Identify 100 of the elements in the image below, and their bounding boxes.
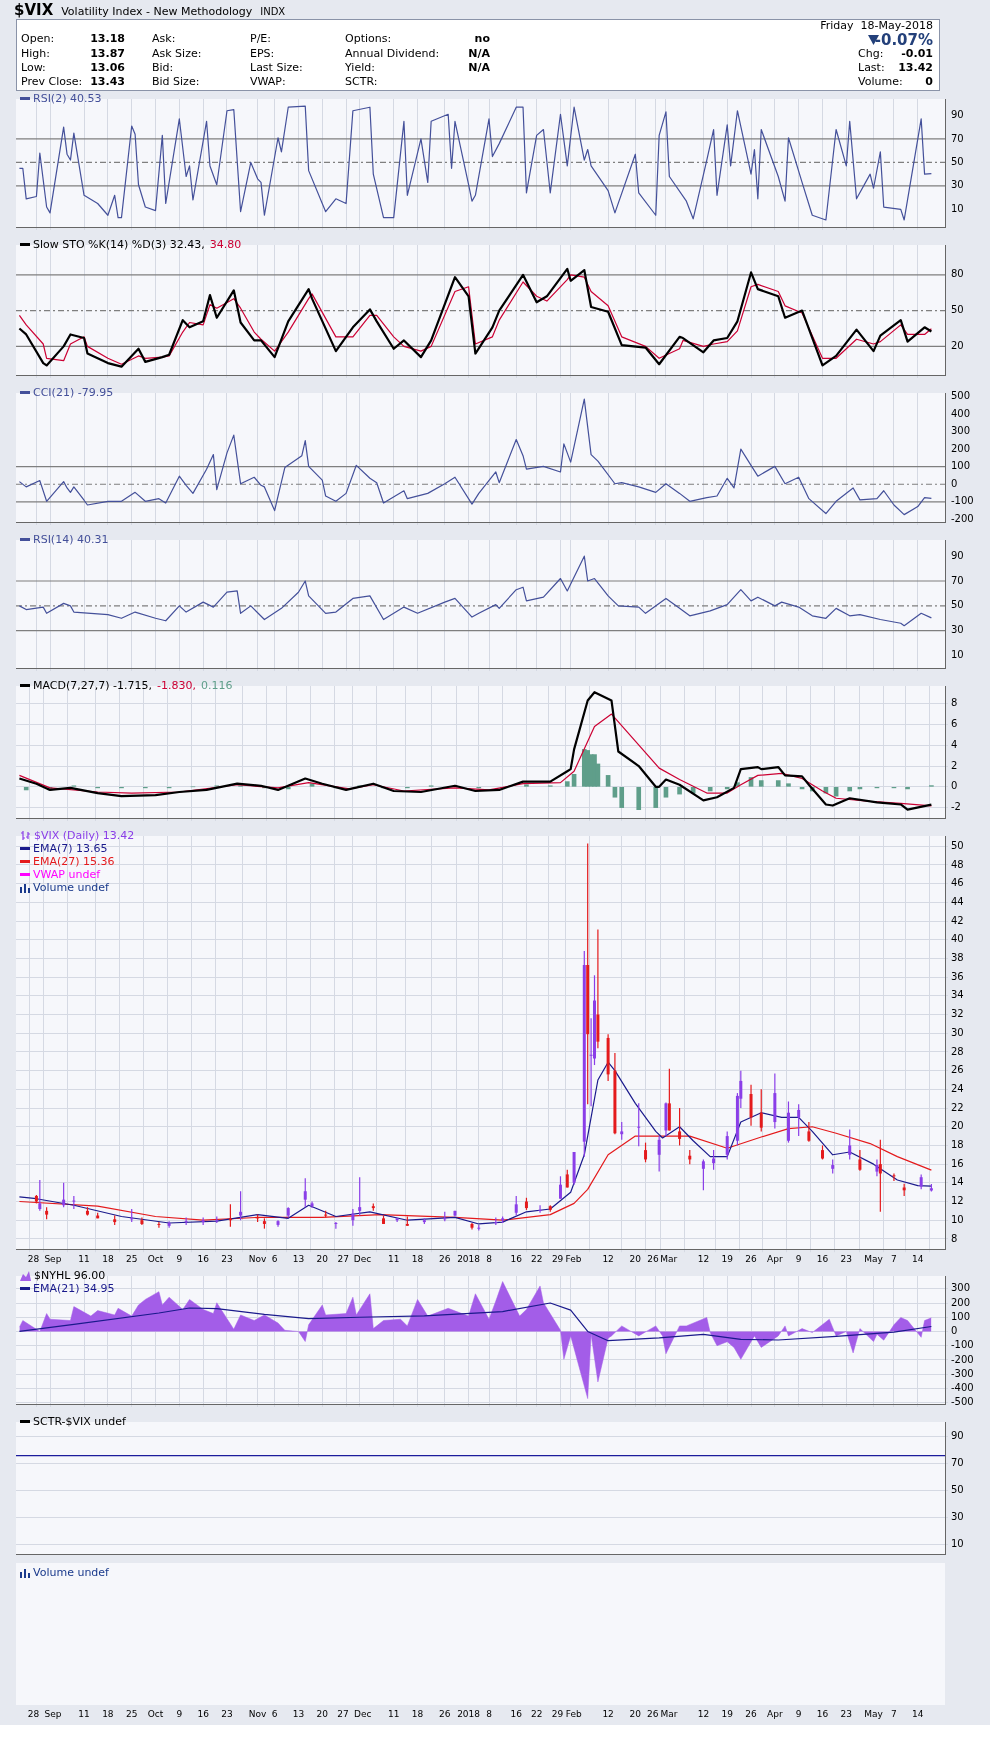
text: 18: [102, 1709, 114, 1719]
y-tick-label: 300: [951, 1282, 971, 1294]
y-tick-label: 26: [951, 1064, 964, 1076]
text: P/E:: [250, 32, 271, 45]
y-tick-label: 38: [951, 952, 964, 964]
y-tick-label: -2: [951, 801, 961, 813]
y-tick-label: 32: [951, 1008, 964, 1020]
x-tick-label: May: [864, 1253, 884, 1264]
x-tick-label: Mar: [660, 1253, 678, 1264]
y-tick-label: 16: [951, 1157, 964, 1169]
y-tick-label: 50: [951, 839, 964, 851]
text: Volatility Index - New Methodology: [61, 5, 253, 18]
text: Ask Size:: [152, 47, 202, 60]
y-tick-label: 200: [951, 442, 971, 454]
y-tick-label: 90: [951, 1430, 964, 1442]
y-tick-label: 30: [951, 1511, 964, 1523]
legend-label: EMA(7) 13.65: [33, 842, 108, 855]
y-tick-label: 14: [951, 1176, 964, 1188]
text: 29: [551, 1709, 564, 1719]
x-tick-label: 29: [551, 1253, 564, 1264]
x-tick-label: 16: [197, 1253, 210, 1264]
legend-label: EMA(21) 34.95: [33, 1282, 115, 1295]
text: Last Size:: [250, 61, 303, 74]
text: 16: [816, 1709, 829, 1719]
legend-label: $VIX (Daily) 13.42: [34, 829, 135, 842]
text: Feb: [565, 1709, 582, 1719]
legend-label: EMA(27) 15.36: [33, 855, 115, 868]
text: 20: [629, 1709, 642, 1719]
text: -0.07%: [874, 31, 933, 49]
x-tick-label: 11: [78, 1253, 90, 1264]
y-tick-label: 4: [951, 738, 958, 750]
text: no: [474, 32, 490, 45]
text: Low:: [21, 61, 46, 74]
y-tick-label: 300: [951, 425, 971, 437]
y-tick-label: 30: [951, 179, 964, 191]
x-tick-label: 16: [510, 1253, 523, 1264]
text: EPS:: [250, 47, 275, 60]
text: Apr: [767, 1709, 783, 1719]
text: Prev Close:: [21, 75, 83, 88]
x-tick-label: 6: [271, 1253, 278, 1264]
y-tick-label: 30: [951, 1026, 964, 1038]
y-tick-label: 90: [951, 549, 964, 561]
text: Chg:: [858, 47, 884, 60]
text: Volume:: [858, 75, 903, 88]
text: Sep: [44, 1709, 62, 1719]
text: 13.43: [90, 75, 125, 88]
y-tick-label: 70: [951, 574, 964, 586]
y-tick-label: 50: [951, 156, 964, 168]
text: 11: [78, 1709, 90, 1719]
text: N/A: [468, 61, 490, 74]
text: 12: [602, 1709, 614, 1719]
y-tick-label: 100: [951, 1310, 971, 1322]
x-tick-label: 9: [795, 1253, 802, 1264]
y-tick-label: 22: [951, 1101, 964, 1113]
x-tick-label: 14: [912, 1253, 924, 1264]
y-tick-label: 46: [951, 877, 964, 889]
text: Options:: [345, 32, 392, 45]
text: 20: [316, 1709, 328, 1719]
y-tick-label: -500: [951, 1396, 974, 1408]
y-tick-label: -400: [951, 1381, 974, 1393]
y-tick-label: -100: [951, 1339, 974, 1351]
y-tick-label: 0: [951, 780, 958, 792]
text: 18: [411, 1709, 424, 1719]
y-tick-label: 10: [951, 202, 964, 214]
x-tick-label: 26: [647, 1253, 659, 1264]
y-tick-label: 18: [951, 1139, 964, 1151]
y-tick-label: 28: [951, 1045, 964, 1057]
y-tick-label: 100: [951, 460, 971, 472]
y-tick-label: 50: [951, 1484, 964, 1496]
text: 9: [176, 1709, 183, 1719]
text: 26: [647, 1709, 659, 1719]
text: 11: [387, 1709, 400, 1719]
text: 13: [292, 1709, 305, 1719]
text: 34.80: [209, 238, 242, 251]
x-tick-label: Feb: [565, 1253, 582, 1264]
text: Ask:: [152, 32, 176, 45]
text: Bid Size:: [152, 75, 200, 88]
x-tick-label: 16: [816, 1253, 829, 1264]
y-tick-label: -200: [951, 1353, 974, 1365]
text: 13.06: [90, 61, 125, 74]
x-tick-label: 2018: [457, 1253, 481, 1264]
legend-label: Volume undef: [33, 881, 109, 894]
text: -1.830,: [157, 679, 196, 692]
y-tick-label: 12: [951, 1195, 964, 1207]
text: 13.18: [90, 32, 125, 45]
text: Yield:: [345, 61, 375, 74]
y-tick-label: 42: [951, 914, 964, 926]
text: -0.01: [901, 47, 933, 60]
text: 25: [125, 1709, 138, 1719]
x-tick-label: 9: [176, 1253, 183, 1264]
text: 0: [925, 75, 933, 88]
text: Open:: [21, 32, 55, 45]
text: Nov: [248, 1709, 267, 1719]
y-tick-label: 0: [951, 1325, 958, 1337]
text: VWAP:: [250, 75, 286, 88]
text: 0.116: [200, 679, 233, 692]
text: 2018: [457, 1709, 481, 1719]
y-tick-label: 0: [951, 477, 958, 489]
text: Last:: [858, 61, 885, 74]
y-tick-label: 500: [951, 390, 971, 402]
